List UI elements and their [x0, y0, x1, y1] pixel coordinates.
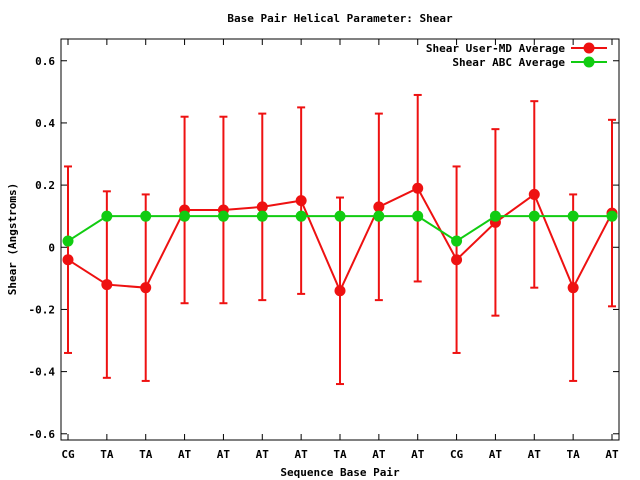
data-point [412, 182, 424, 194]
y-tick-label: 0.4 [35, 117, 55, 130]
x-tick-label: TA [567, 448, 581, 461]
x-tick-label: AT [372, 448, 386, 461]
data-point [412, 210, 424, 222]
y-tick-label: -0.6 [29, 428, 56, 441]
data-point [567, 282, 579, 294]
data-point [217, 210, 229, 222]
y-tick-label: 0.2 [35, 179, 55, 192]
x-tick-label: TA [100, 448, 114, 461]
x-tick-label: CG [450, 448, 464, 461]
y-tick-label: 0 [48, 241, 55, 254]
y-tick-label: -0.2 [29, 303, 56, 316]
data-point [140, 210, 152, 222]
x-axis-label: Sequence Base Pair [280, 466, 400, 479]
data-point [451, 235, 463, 247]
data-point [334, 210, 346, 222]
data-point [373, 201, 385, 213]
x-tick-label: TA [139, 448, 153, 461]
x-tick-label: AT [411, 448, 425, 461]
chart-title: Base Pair Helical Parameter: Shear [227, 12, 453, 25]
x-tick-label: AT [605, 448, 619, 461]
x-tick-label: AT [217, 448, 231, 461]
data-point [451, 254, 463, 266]
legend-marker [583, 56, 595, 68]
data-point [101, 279, 113, 291]
legend-label: Shear ABC Average [452, 56, 565, 69]
plot-area: -0.6 -0.4 -0.2 0 0.2 0.4 0.6 CG TA TA AT AT AT AT TA AT… [29, 39, 619, 461]
x-tick-label: CG [61, 448, 75, 461]
x-tick-label: AT [178, 448, 192, 461]
data-point [528, 210, 540, 222]
x-tick-label: AT [256, 448, 270, 461]
data-point [528, 188, 540, 200]
data-point [606, 210, 618, 222]
y-tick-label: -0.4 [29, 366, 56, 379]
legend-label: Shear User-MD Average [426, 42, 565, 55]
data-point [256, 201, 268, 213]
x-tick-label: AT [295, 448, 309, 461]
x-tick-label: AT [489, 448, 503, 461]
y-tick-label: 0.6 [35, 55, 55, 68]
data-point [140, 282, 152, 294]
data-point [489, 210, 501, 222]
x-tick-label: AT [528, 448, 542, 461]
data-point [62, 254, 74, 266]
data-point [567, 210, 579, 222]
data-point [62, 235, 74, 247]
x-tick-label: TA [333, 448, 347, 461]
data-point [179, 210, 191, 222]
data-point [256, 210, 268, 222]
plot-frame [60, 38, 620, 441]
data-point [373, 210, 385, 222]
y-axis-label: Shear (Angstroms) [6, 183, 19, 296]
legend-marker [583, 42, 595, 54]
data-point [334, 285, 346, 297]
data-point [101, 210, 113, 222]
data-point [295, 195, 307, 207]
data-point [295, 210, 307, 222]
